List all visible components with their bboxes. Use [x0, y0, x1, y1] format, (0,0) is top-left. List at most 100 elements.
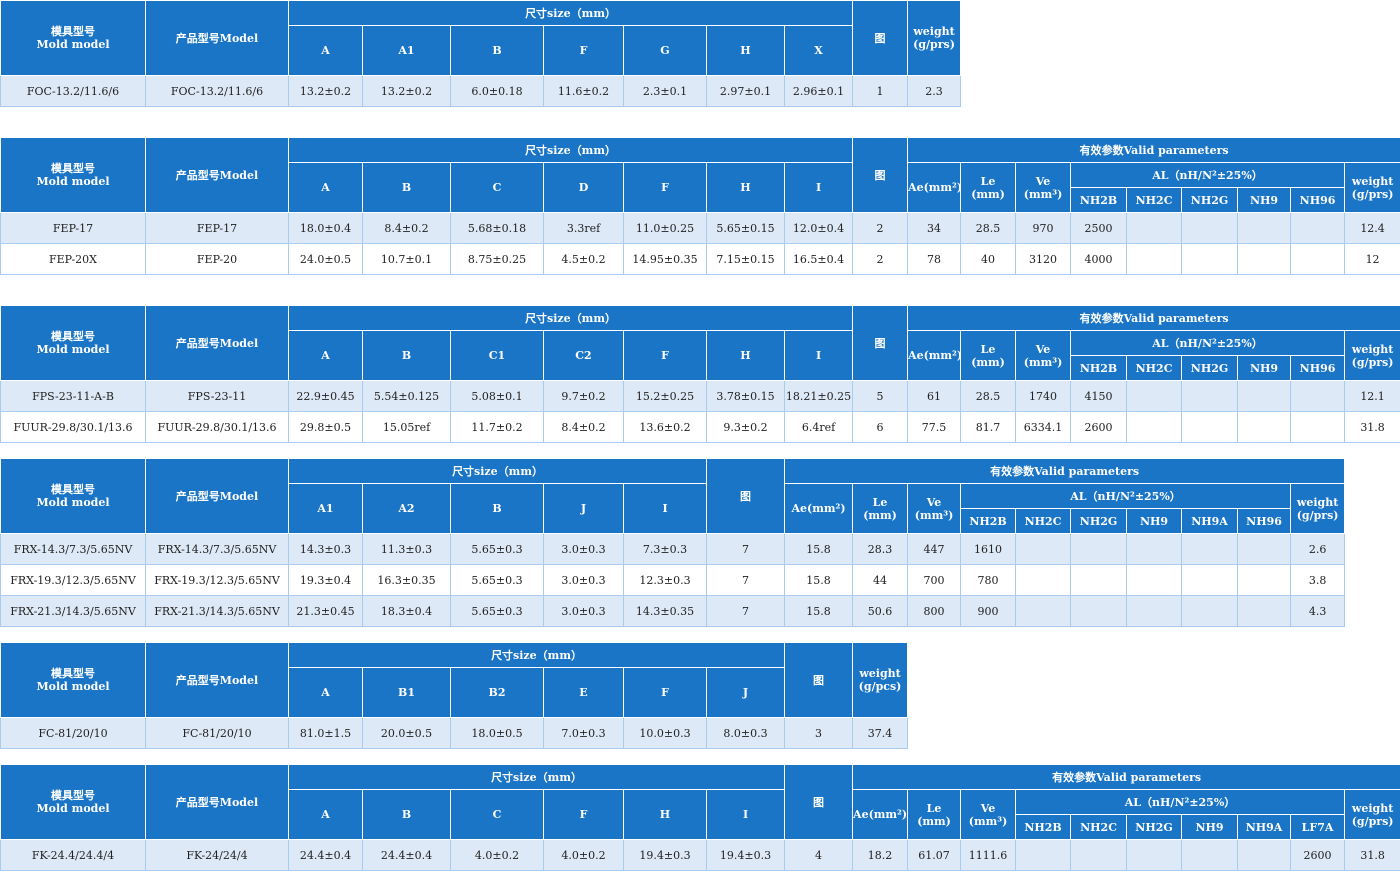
- data-row: FPS-23-11-A-B FPS-23-11 22.9±0.45 5.54±0.12…: [0, 380, 1400, 412]
- param-cell: 15.8: [784, 564, 854, 596]
- header-row: A A1 B F G H X: [1, 25, 961, 76]
- model-header: 产品型号Model: [145, 305, 289, 381]
- al-col-header: LF7A: [1290, 814, 1346, 840]
- header-row: A B1 B2 E F J: [1, 667, 908, 718]
- dim-header: E: [543, 667, 624, 718]
- al-col-header: NH9: [1237, 187, 1292, 213]
- param-cell: 6334.1: [1015, 411, 1072, 443]
- model-header: 产品型号Model: [145, 137, 289, 213]
- param-cell: 44: [852, 564, 909, 596]
- mold-header: 模具型号 Mold model: [0, 0, 146, 76]
- table-body: FOC-13.2/11.6/6 FOC-13.2/11.6/6 13.2±0.2 13…: [0, 75, 962, 107]
- param-cell: 61.07: [907, 839, 962, 871]
- param-cell: 28.5: [960, 212, 1017, 244]
- dim-cell: 18.21±0.25: [783, 380, 854, 412]
- al-cell: 900: [960, 595, 1017, 627]
- spec-table: 模具型号 Mold model 产品型号Model 尺寸size（mm）图 weight…: [0, 0, 962, 107]
- al-cell: [1070, 533, 1128, 565]
- dim-header: A: [288, 789, 363, 840]
- dim-cell: 7.15±0.15: [706, 243, 785, 275]
- weight-header-line: weight: [1351, 801, 1394, 815]
- param-cell: 77.5: [907, 411, 962, 443]
- fig-cell: 4: [784, 839, 854, 871]
- al-cell: [1181, 243, 1239, 275]
- dim-header: H: [706, 330, 785, 381]
- dim-cell: 6.0±0.18: [450, 75, 544, 107]
- al-col-header: NH9: [1181, 814, 1239, 840]
- dim-cell: 14.3±0.3: [288, 533, 363, 565]
- data-row: FOC-13.2/11.6/6 FOC-13.2/11.6/6 13.2±0.2 13…: [0, 75, 962, 107]
- param-cell: 700: [907, 564, 962, 596]
- dim-cell: 13.2±0.2: [362, 75, 451, 107]
- data-row: FRX-14.3/7.3/5.65NV FRX-14.3/7.3/5.65NV 14…: [0, 533, 1346, 565]
- weight-cell: 31.8: [1344, 411, 1400, 443]
- al-cell: [1015, 533, 1072, 565]
- param-header-line: Ae(mm²): [853, 808, 908, 821]
- dim-header: F: [623, 667, 707, 718]
- dim-cell: 11.7±0.2: [450, 411, 544, 443]
- dim-cell: 12.0±0.4: [783, 212, 854, 244]
- header-row: A B C F H I Ae(mm²) Le (mm) Ve (mm³) AL（nH/N²±25%） w…: [1, 789, 1400, 840]
- param-cell: 15.8: [784, 595, 854, 627]
- param-cell: 970: [1015, 212, 1072, 244]
- mold-cell: FC-81/20/10: [0, 717, 146, 749]
- data-row: FEP-20X FEP-20 24.0±0.5 10.7±0.1 8.75±0.25 4.…: [0, 243, 1400, 275]
- model-header: 产品型号Model: [145, 0, 289, 76]
- al-cell: [1181, 212, 1239, 244]
- weight-header-line: weight: [1351, 174, 1394, 188]
- header-row: A1 A2 B J I Ae(mm²) Le (mm) Ve (mm³) AL（nH/N²±25%）…: [1, 483, 1346, 534]
- param-header-line: (mm³): [1023, 355, 1063, 369]
- spec-table: 模具型号 Mold model 产品型号Model 尺寸size（mm）图 weight…: [0, 642, 909, 749]
- dim-header: C2: [543, 330, 624, 381]
- dim-cell: 21.3±0.45: [288, 595, 363, 627]
- model-cell: FPS-23-11: [145, 380, 289, 412]
- spec-table: 模具型号 Mold model 产品型号Model 尺寸size（mm）图有效参数Va…: [0, 458, 1346, 627]
- param-cell: 28.3: [852, 533, 909, 565]
- mold-header-line: Mold model: [36, 38, 110, 51]
- mold-header-line: Mold model: [36, 175, 110, 188]
- fig-cell: 7: [706, 533, 786, 565]
- al-col-header: NH2C: [1126, 187, 1183, 213]
- param-header: Le (mm): [960, 162, 1017, 213]
- param-header-line: Le: [872, 495, 888, 509]
- al-col-header: NH2C: [1070, 814, 1128, 840]
- mold-cell: FRX-14.3/7.3/5.65NV: [0, 533, 146, 565]
- al-cell: [1237, 243, 1292, 275]
- dim-cell: 5.65±0.3: [450, 533, 544, 565]
- mold-header-line: 模具型号: [51, 330, 95, 343]
- table-body: FEP-17 FEP-17 18.0±0.4 8.4±0.2 5.68±0.18 3.3r…: [0, 212, 1400, 275]
- size-header: 尺寸size（mm）: [287, 305, 854, 331]
- header-row: NH2B NH2C NH2G NH9 NH96: [1, 187, 1400, 213]
- al-cell: [1237, 839, 1292, 871]
- param-cell: 28.5: [960, 380, 1017, 412]
- mold-header: 模具型号 Mold model: [0, 764, 146, 840]
- param-header-line: Le: [926, 801, 942, 815]
- mold-cell: FK-24.4/24.4/4: [0, 839, 146, 871]
- data-row: FC-81/20/10 FC-81/20/10 81.0±1.5 20.0±0.5 18…: [0, 717, 909, 749]
- dim-cell: 10.7±0.1: [362, 243, 451, 275]
- table-head: 模具型号 Mold model 产品型号Model 尺寸size（mm）图有效参数Va…: [0, 137, 1400, 213]
- data-row: FK-24.4/24.4/4 FK-24/24/4 24.4±0.4 24.4±0.4…: [0, 839, 1400, 871]
- al-cell: [1237, 212, 1292, 244]
- al-cell: [1070, 564, 1128, 596]
- dim-cell: 2.3±0.1: [623, 75, 707, 107]
- size-header: 尺寸size（mm）: [287, 458, 708, 484]
- al-cell: [1070, 839, 1128, 871]
- dim-header: F: [623, 162, 707, 213]
- fig-cell: 3: [784, 717, 854, 749]
- dim-cell: 8.75±0.25: [450, 243, 544, 275]
- param-cell: 81.7: [960, 411, 1017, 443]
- al-col-header: NH2C: [1126, 355, 1183, 381]
- fig-header: 图: [784, 764, 854, 840]
- al-cell: [1126, 839, 1183, 871]
- fig-cell: 7: [706, 595, 786, 627]
- fig-header: 图: [852, 137, 909, 213]
- dim-header: B: [450, 483, 544, 534]
- weight-header-line: weight: [1296, 495, 1339, 509]
- mold-header-line: Mold model: [36, 496, 110, 509]
- weight-header: weight (g/pcs): [852, 642, 909, 718]
- al-col-header: NH2C: [1015, 508, 1072, 534]
- param-header-line: Ae(mm²): [908, 349, 963, 362]
- spec-table: 模具型号 Mold model 产品型号Model 尺寸size（mm）图有效参数Va…: [0, 305, 1400, 443]
